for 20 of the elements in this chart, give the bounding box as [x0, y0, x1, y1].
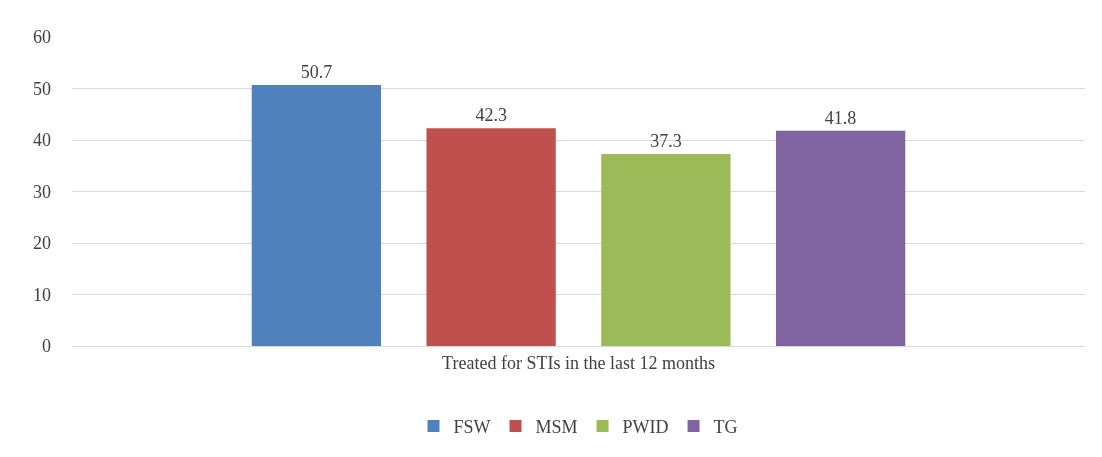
legend-label: PWID — [622, 417, 669, 438]
bar — [251, 84, 382, 346]
data-label: 42.3 — [475, 105, 507, 126]
bar — [601, 153, 731, 346]
data-label: 37.3 — [650, 130, 682, 151]
legend-label: TG — [713, 417, 738, 438]
y-tick-label: 10 — [33, 284, 51, 305]
y-tick-label: 40 — [33, 130, 51, 151]
y-tick-label: 30 — [33, 181, 51, 202]
legend-label: FSW — [453, 417, 491, 438]
data-label: 41.8 — [824, 107, 857, 128]
bar — [775, 130, 906, 346]
y-tick-label: 20 — [33, 233, 51, 254]
y-tick-label: 0 — [42, 336, 51, 357]
x-tick-label: Treated for STIs in the last 12 months — [442, 352, 715, 373]
data-label: 50.7 — [300, 61, 333, 82]
y-tick-label: 50 — [33, 78, 51, 99]
bar — [426, 128, 556, 346]
legend-label: MSM — [535, 417, 578, 438]
y-tick-label: 60 — [33, 27, 51, 48]
